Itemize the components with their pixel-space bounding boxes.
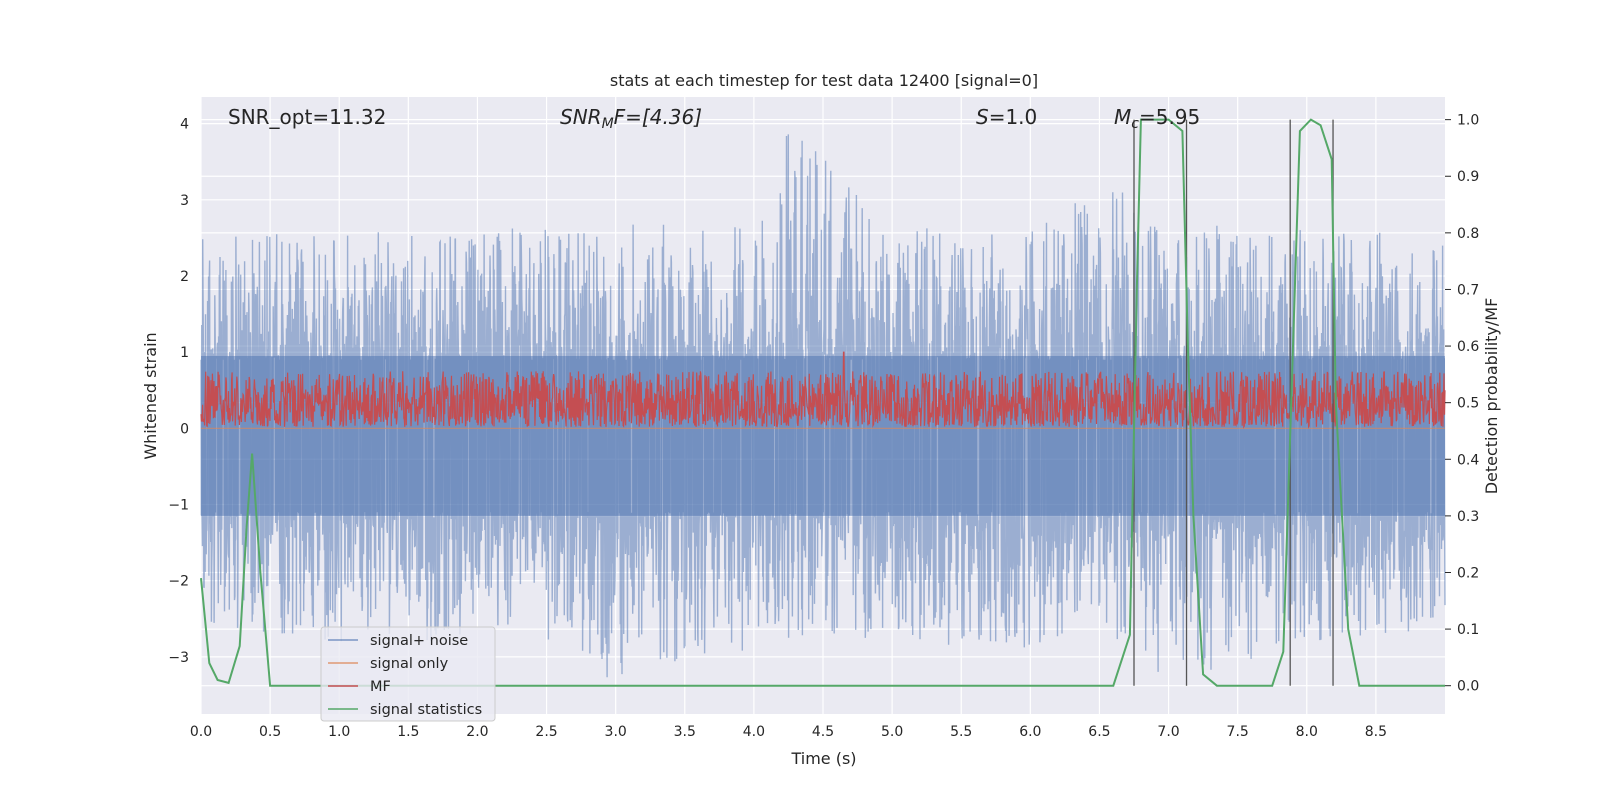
chart-title: stats at each timestep for test data 124… (610, 71, 1038, 90)
x-tick-label: 8.5 (1365, 724, 1387, 740)
x-tick-label: 3.0 (605, 724, 627, 740)
x-tick-label: 2.0 (466, 724, 488, 740)
legend-box (320, 626, 496, 722)
legend: signal+ noise signal only MF signal stat… (320, 626, 496, 722)
y2-tick-label: 0.1 (1457, 622, 1479, 638)
signal-noise-series (200, 134, 1446, 678)
mf-line (200, 351, 1446, 429)
y2-tick-labels: 1.0 0.9 0.8 0.7 0.6 0.5 0.4 0.3 0.2 0.1 0.0 (1445, 113, 1479, 695)
signal-statistics-line (200, 118, 1445, 687)
y2-tick-label: 0.2 (1457, 565, 1479, 581)
y-tick-label: 0 (180, 421, 189, 437)
x-tick-label: 2.5 (535, 724, 557, 740)
x-tick-label: 3.5 (674, 724, 696, 740)
x-tick-label: 8.0 (1296, 724, 1318, 740)
x-tick-label: 0.5 (259, 724, 281, 740)
x-tick-label: 4.0 (743, 724, 765, 740)
y-axis-title: Whitened strain (141, 332, 160, 459)
snr-mf-main: SNR (560, 105, 602, 129)
signal-statistics-series (200, 118, 1445, 687)
y2-tick-label: 0.4 (1457, 452, 1479, 468)
y2-tick-label: 0.5 (1457, 396, 1479, 412)
y2-tick-label: 0.3 (1457, 509, 1479, 525)
x-tick-label: 1.0 (328, 724, 350, 740)
s-main: S (976, 105, 989, 129)
s-tail: =1.0 (989, 105, 1038, 129)
y-tick-label: 3 (180, 193, 189, 209)
x-tick-label: 0.0 (190, 724, 212, 740)
y2-tick-label: 1.0 (1457, 113, 1479, 129)
y-tick-label: −3 (168, 650, 189, 666)
mc-sub: c (1131, 116, 1139, 132)
y2-tick-label: 0.9 (1457, 169, 1479, 185)
x-axis-title: Time (s) (790, 749, 856, 768)
legend-label-signal-only: signal only (370, 656, 449, 672)
x-tick-label: 4.5 (812, 724, 834, 740)
mc-main: M (1114, 105, 1131, 129)
y-tick-label: 4 (180, 117, 189, 133)
signal-noise-band (201, 355, 1445, 516)
snr-mf-tail: F=[4.36] (614, 105, 702, 129)
y2-tick-label: 0.8 (1457, 226, 1479, 242)
snr-opt-annotation: SNR_opt=11.32 (228, 105, 386, 129)
x-tick-label: 7.5 (1227, 724, 1249, 740)
snr-mf-sub: M (602, 116, 614, 132)
x-tick-label: 5.0 (881, 724, 903, 740)
mc-annotation: Mc=5.95 (1114, 105, 1200, 132)
legend-label-signal-statistics: signal statistics (370, 702, 482, 718)
x-tick-label: 7.0 (1157, 724, 1179, 740)
mc-tail: =5.95 (1139, 105, 1200, 129)
legend-label-mf: MF (370, 679, 391, 695)
x-tick-label: 1.5 (397, 724, 419, 740)
y2-tick-label: 0.0 (1457, 679, 1479, 695)
x-tick-label: 6.0 (1019, 724, 1041, 740)
x-tick-labels: 0.0 0.5 1.0 1.5 2.0 2.5 3.0 3.5 4.0 4.5 5.0 5.5 6.0 6… (190, 724, 1387, 740)
y-tick-label: −2 (168, 574, 189, 590)
snr-mf-annotation: SNRMF=[4.36] (560, 105, 702, 132)
y2-axis-title: Detection probability/MF (1482, 298, 1501, 495)
y-tick-label: 1 (180, 345, 189, 361)
y2-tick-label: 0.6 (1457, 339, 1479, 355)
y-tick-label: 2 (180, 269, 189, 285)
y-tick-label: −1 (168, 498, 189, 514)
y2-tick-label: 0.7 (1457, 282, 1479, 298)
y-tick-labels: 4 3 2 1 0 −1 −2 −3 (168, 117, 189, 666)
legend-label-signal-noise: signal+ noise (370, 633, 468, 649)
x-tick-label: 6.5 (1088, 724, 1110, 740)
mf-series (200, 351, 1446, 429)
s-annotation: S=1.0 (976, 105, 1037, 129)
x-tick-label: 5.5 (950, 724, 972, 740)
